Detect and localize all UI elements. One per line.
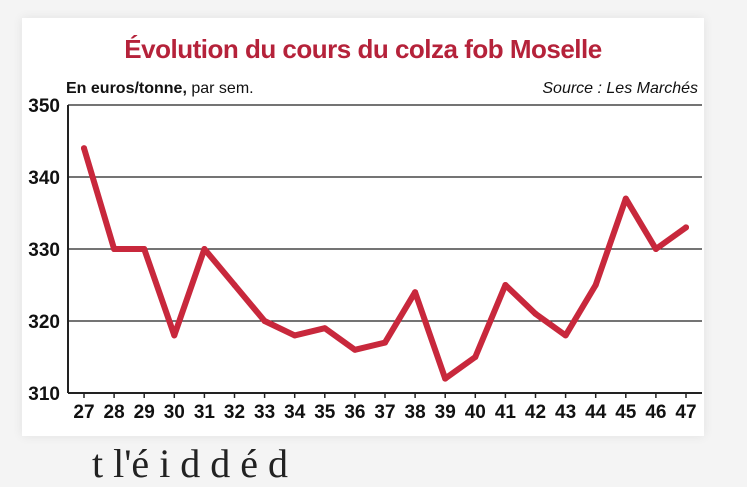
x-tick-label: 40 [465, 402, 486, 423]
data-point [382, 339, 388, 346]
data-point [412, 289, 419, 296]
chart-card: Évolution du cours du colza fob Moselle … [22, 18, 704, 436]
data-point [351, 346, 358, 353]
y-tick-label: 320 [28, 312, 60, 333]
data-point [592, 282, 599, 288]
y-tick-label: 350 [28, 96, 60, 117]
data-point [141, 246, 148, 252]
x-tick-label: 41 [495, 402, 517, 423]
x-tick-label: 43 [555, 402, 576, 423]
y-tick-label: 340 [28, 168, 60, 189]
x-tick-label: 39 [435, 402, 456, 423]
data-point [622, 195, 629, 202]
x-tick-label: 30 [164, 402, 185, 423]
data-point [652, 246, 659, 252]
x-tick-label: 45 [615, 402, 637, 423]
x-tick-label: 38 [405, 402, 426, 423]
x-tick-label: 46 [645, 402, 666, 423]
x-tick-label: 47 [675, 402, 696, 423]
data-point [201, 246, 208, 252]
data-point [472, 354, 479, 360]
x-tick-label: 31 [194, 402, 216, 423]
data-point [562, 332, 569, 339]
data-point [81, 145, 87, 152]
data-point [111, 246, 118, 252]
x-tick-label: 34 [284, 402, 306, 423]
data-point [261, 318, 268, 324]
x-tick-label: 27 [73, 402, 94, 423]
y-unit-bold: En euros/tonne, [66, 80, 187, 97]
x-tick-label: 28 [104, 402, 125, 423]
x-tick-label: 42 [525, 402, 546, 423]
data-point [321, 325, 328, 332]
y-unit-rest: par sem. [186, 80, 254, 97]
y-tick-label: 310 [28, 384, 60, 405]
data-point [532, 310, 539, 317]
x-tick-label: 29 [134, 402, 155, 423]
x-tick-label: 32 [224, 402, 245, 423]
y-unit-label: En euros/tonne, par sem. [66, 80, 254, 98]
data-point [291, 332, 298, 339]
x-tick-label: 37 [374, 402, 395, 423]
source-label: Source : Les Marchés [542, 80, 698, 97]
data-point [171, 332, 178, 339]
x-tick-label: 35 [314, 402, 336, 423]
y-tick-label: 330 [28, 240, 60, 261]
data-point [502, 282, 509, 288]
x-tick-label: 44 [585, 402, 607, 423]
cropped-body-text: t l'é i d d é d [92, 441, 289, 486]
data-point [442, 375, 449, 382]
data-point [231, 282, 238, 288]
data-point [683, 224, 689, 231]
chart-title: Évolution du cours du colza fob Moselle [124, 34, 602, 64]
x-tick-label: 33 [254, 402, 275, 423]
x-tick-label: 36 [344, 402, 365, 423]
